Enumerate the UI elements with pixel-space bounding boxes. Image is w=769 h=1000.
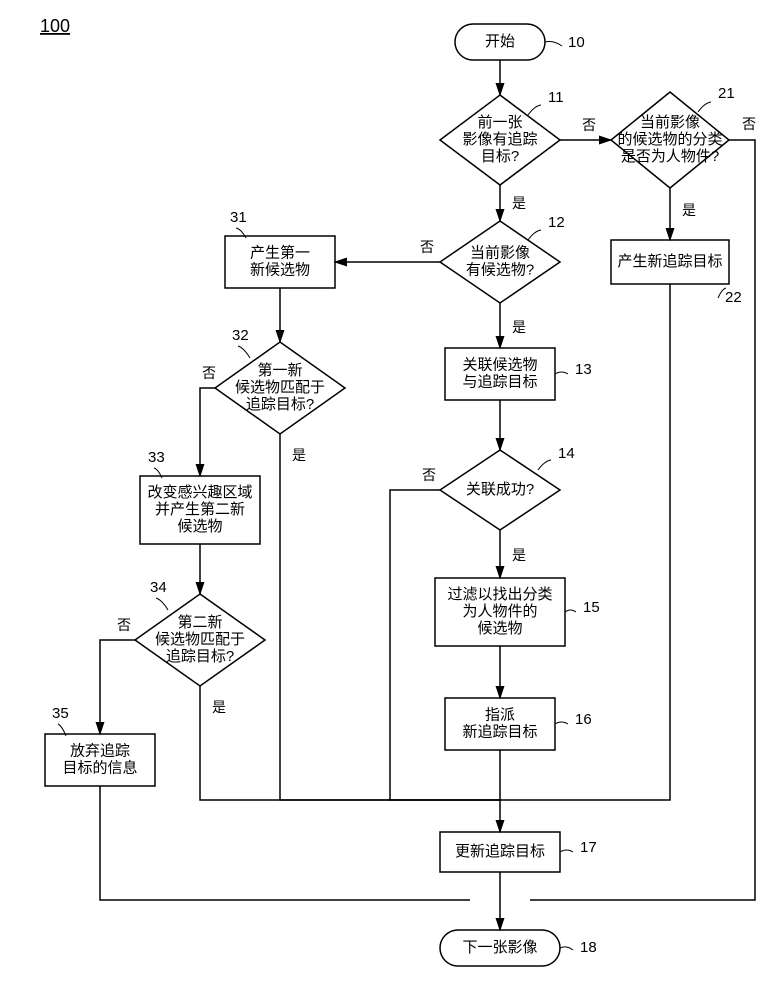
- node-text: 为人物件的: [462, 603, 537, 620]
- node-text: 前一张: [477, 114, 522, 131]
- flow-edge: [200, 388, 215, 476]
- node-text: 放弃追踪: [70, 742, 130, 759]
- node-n22: 产生新追踪目标 22: [611, 240, 742, 306]
- node-n32: 第一新候选物匹配于追踪目标? 32: [215, 327, 345, 434]
- leader-line: [528, 105, 541, 115]
- edge-label: 是: [512, 547, 526, 563]
- node-text: 第二新: [177, 613, 222, 631]
- edge-label: 是: [212, 699, 226, 715]
- figure-number: 100: [40, 16, 70, 36]
- node-n17: 更新追踪目标 17: [440, 832, 597, 872]
- node-text: 影像有追踪: [462, 131, 537, 148]
- node-text: 当前影像: [640, 114, 700, 131]
- edge-label: 是: [682, 202, 696, 218]
- edge-label: 否: [117, 617, 131, 633]
- node-text: 候选物: [477, 620, 522, 637]
- leader-line: [538, 460, 551, 470]
- node-ref-label: 32: [232, 327, 249, 344]
- node-n18: 下一张影像 18: [440, 930, 597, 966]
- node-ref-label: 17: [580, 839, 597, 856]
- node-n21: 当前影像的候选物的分类是否为人物件? 21: [611, 85, 735, 188]
- node-ref-label: 14: [558, 445, 575, 462]
- node-n34: 第二新候选物匹配于追踪目标? 34: [135, 579, 265, 686]
- edge-label: 是: [512, 319, 526, 335]
- node-text: 追踪目标?: [246, 396, 314, 413]
- node-text: 候选物: [177, 518, 222, 535]
- node-ref-label: 16: [575, 711, 592, 728]
- node-text: 产生第一: [250, 243, 310, 261]
- edge-label: 是: [512, 195, 526, 211]
- node-ref-label: 21: [718, 85, 735, 102]
- node-n15: 过滤以找出分类为人物件的候选物 15: [435, 578, 600, 646]
- node-n14: 关联成功? 14: [440, 445, 575, 530]
- flowchart-canvas: 100 是否是否是否是否是否是否 开始10前一张影像有追踪目标?11当前影像的候…: [0, 0, 769, 1000]
- node-text: 新候选物: [250, 261, 310, 278]
- node-ref-label: 35: [52, 705, 69, 722]
- node-ref-label: 12: [548, 214, 565, 231]
- node-text: 指派: [485, 706, 515, 723]
- leader-line: [545, 42, 562, 47]
- node-ref-label: 15: [583, 599, 600, 616]
- node-text: 的候选物的分类: [617, 131, 722, 148]
- node-text: 改变感兴趣区域: [147, 484, 252, 501]
- leader-line: [555, 372, 568, 374]
- node-text: 更新追踪目标: [455, 843, 545, 860]
- node-ref-label: 34: [150, 579, 167, 596]
- node-ref-label: 18: [580, 939, 597, 956]
- node-ref-label: 22: [725, 289, 742, 306]
- node-text: 关联成功?: [466, 481, 534, 498]
- leader-line: [238, 346, 250, 358]
- node-text: 开始: [485, 33, 515, 50]
- node-n16: 指派新追踪目标 16: [445, 698, 592, 750]
- node-n12: 当前影像有候选物? 12: [440, 214, 565, 303]
- node-text: 产生新追踪目标: [617, 253, 722, 270]
- leader-line: [698, 102, 711, 112]
- edge-label: 否: [742, 116, 756, 132]
- flow-edge: [100, 786, 470, 900]
- node-text: 候选物匹配于: [155, 631, 245, 648]
- node-n31: 产生第一新候选物 31: [225, 209, 335, 288]
- node-ref-label: 10: [568, 34, 585, 51]
- node-text: 是否为人物件?: [621, 148, 719, 165]
- node-text: 新追踪目标: [462, 723, 537, 740]
- leader-line: [565, 610, 576, 612]
- node-text: 过滤以找出分类: [447, 586, 552, 603]
- node-n13: 关联候选物与追踪目标 13: [445, 348, 592, 400]
- node-ref-label: 13: [575, 361, 592, 378]
- edge-label: 是: [292, 447, 306, 463]
- flow-edge: [390, 490, 500, 800]
- node-text: 目标的信息: [62, 759, 137, 776]
- node-text: 追踪目标?: [166, 648, 234, 665]
- node-text: 当前影像: [470, 244, 530, 261]
- leader-line: [528, 230, 541, 240]
- flow-edge: [200, 686, 500, 800]
- node-text: 并产生第二新: [155, 500, 245, 518]
- leader-line: [156, 598, 168, 610]
- node-n11: 前一张影像有追踪目标? 11: [440, 89, 564, 185]
- node-ref-label: 31: [230, 209, 247, 226]
- leader-line: [560, 850, 573, 852]
- node-text: 有候选物?: [466, 261, 534, 278]
- node-text: 关联候选物: [462, 356, 537, 373]
- node-text: 下一张影像: [462, 939, 537, 956]
- node-ref-label: 33: [148, 449, 165, 466]
- edge-label: 否: [582, 117, 596, 133]
- edge-label: 否: [420, 239, 434, 255]
- node-n10: 开始 10: [455, 24, 585, 60]
- leader-line: [560, 947, 573, 950]
- nodes-layer: 开始10前一张影像有追踪目标?11当前影像的候选物的分类是否为人物件?21当前影…: [45, 24, 742, 966]
- node-ref-label: 11: [548, 89, 564, 106]
- edge-label: 否: [202, 365, 216, 381]
- node-text: 候选物匹配于: [235, 379, 325, 396]
- node-text: 第一新: [257, 361, 302, 379]
- flow-edge: [100, 640, 135, 734]
- edge-label: 否: [422, 467, 436, 483]
- node-text: 目标?: [481, 148, 519, 165]
- leader-line: [555, 722, 568, 724]
- node-text: 与追踪目标: [462, 373, 537, 390]
